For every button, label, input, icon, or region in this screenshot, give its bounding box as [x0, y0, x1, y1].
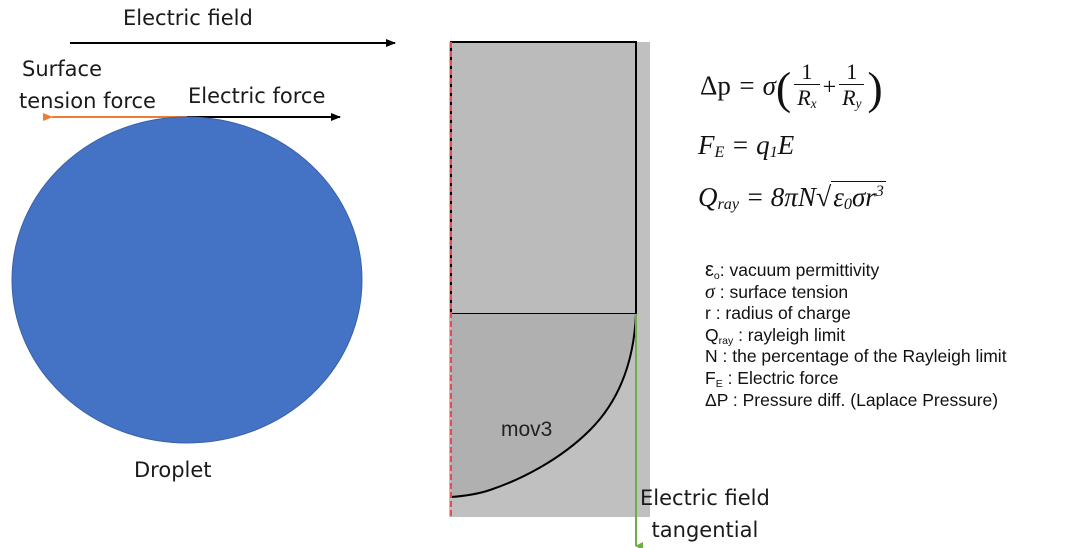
laplace-equation: Δp = σ(1 Rx +1 Ry) [700, 60, 883, 117]
rayleigh-rhs: = 8πN [739, 182, 816, 212]
legend-item-surface-tension: σ : surface tension [705, 280, 1007, 304]
surface-tension-label-line2: tension force [19, 89, 156, 113]
legend-text: : vacuum permittivity [719, 260, 880, 280]
surface-tension-label: Surface tension force [19, 53, 156, 117]
fraction-1: 1 Rx [794, 59, 820, 117]
open-paren: ( [775, 62, 792, 114]
legend-text: : the percentage of the Rayleigh limit [717, 346, 1007, 367]
rayleigh-lhs: Q [698, 182, 718, 212]
legend-symbol-sub: ray [718, 334, 734, 347]
legend-text: : surface tension [714, 281, 849, 302]
droplet-circle [11, 116, 363, 444]
plus-sign: + [822, 74, 837, 101]
rayleigh-sigma-r: σr [851, 182, 876, 212]
rayleigh-epsilon: ε [833, 182, 844, 212]
legend-text: : rayleigh limit [733, 324, 846, 345]
legend-text: : Pressure diff. (Laplace Pressure) [728, 389, 999, 410]
legend-item-electric-force: FE : Electric force [705, 368, 1007, 390]
legend-item-radius: r : radius of charge [705, 303, 1007, 325]
frac1-num: 1 [801, 59, 813, 84]
legend-symbol: N [705, 346, 718, 367]
legend-item-pressure: ΔP : Pressure diff. (Laplace Pressure) [705, 390, 1007, 412]
legend-symbol-sub: o [713, 270, 720, 282]
tangent-label-line1: Electric field [640, 486, 770, 510]
rayleigh-lhs-sub: ray [717, 195, 740, 213]
frac2-den-sym: R [842, 85, 856, 110]
sqrt-sign: √ [815, 182, 832, 213]
legend-item-rayleigh: Qray : rayleigh limit [705, 325, 1007, 347]
laplace-eq: = σ [730, 70, 776, 101]
legend-symbol: Q [705, 324, 719, 345]
legend-symbol: ΔP [705, 389, 729, 410]
tangent-label: Electric field tangential [640, 482, 770, 546]
legend-symbol: σ [705, 280, 715, 303]
electric-field-label: Electric field [123, 6, 253, 30]
upper-domain [450, 41, 637, 315]
legend-symbol: F [705, 367, 716, 388]
legend-symbol: r [705, 303, 711, 324]
droplet-label: Droplet [134, 458, 212, 482]
radicand: ε0σr3 [831, 181, 886, 213]
legend-text: : Electric force [722, 367, 839, 388]
frac1-den-sym: R [797, 85, 811, 110]
mov3-label: mov3 [501, 418, 553, 441]
symbol-legend: εo: vacuum permittivity σ : surface tens… [705, 259, 1007, 412]
fraction-2: 1 Ry [839, 59, 865, 117]
force-rhs-sub: 1 [769, 143, 778, 161]
droplet-interface-curve [450, 313, 637, 498]
force-equation: FE = q1E [698, 130, 794, 162]
laplace-lhs: Δp [700, 70, 731, 101]
legend-symbol: ε [705, 259, 714, 281]
frac2-den-sub: y [855, 96, 862, 111]
surface-tension-label-line1: Surface [22, 57, 103, 81]
frac2-den: Ry [839, 84, 865, 117]
mov3-region [451, 314, 636, 497]
legend-symbol-sub: E [715, 377, 723, 390]
rayleigh-exp: 3 [875, 182, 884, 200]
tangent-label-line2: tangential [651, 518, 759, 542]
frac1-den: Rx [794, 84, 820, 117]
frac1-den-sub: x [810, 96, 817, 111]
force-rhs: = q [724, 130, 770, 160]
electric-force-label: Electric force [188, 84, 326, 108]
rayleigh-epsilon-sub: 0 [843, 195, 852, 213]
force-lhs-sub: E [714, 143, 725, 161]
legend-text: : radius of charge [710, 303, 851, 324]
force-rhs2: E [777, 130, 795, 160]
rayleigh-equation: Qray = 8πN√ε0σr3 [698, 181, 886, 214]
close-paren: ) [867, 62, 883, 114]
frac2-num: 1 [846, 59, 858, 84]
force-lhs: F [698, 130, 715, 160]
legend-item-permittivity: εo: vacuum permittivity [705, 259, 1007, 282]
legend-item-percentage: N : the percentage of the Rayleigh limit [705, 346, 1007, 368]
